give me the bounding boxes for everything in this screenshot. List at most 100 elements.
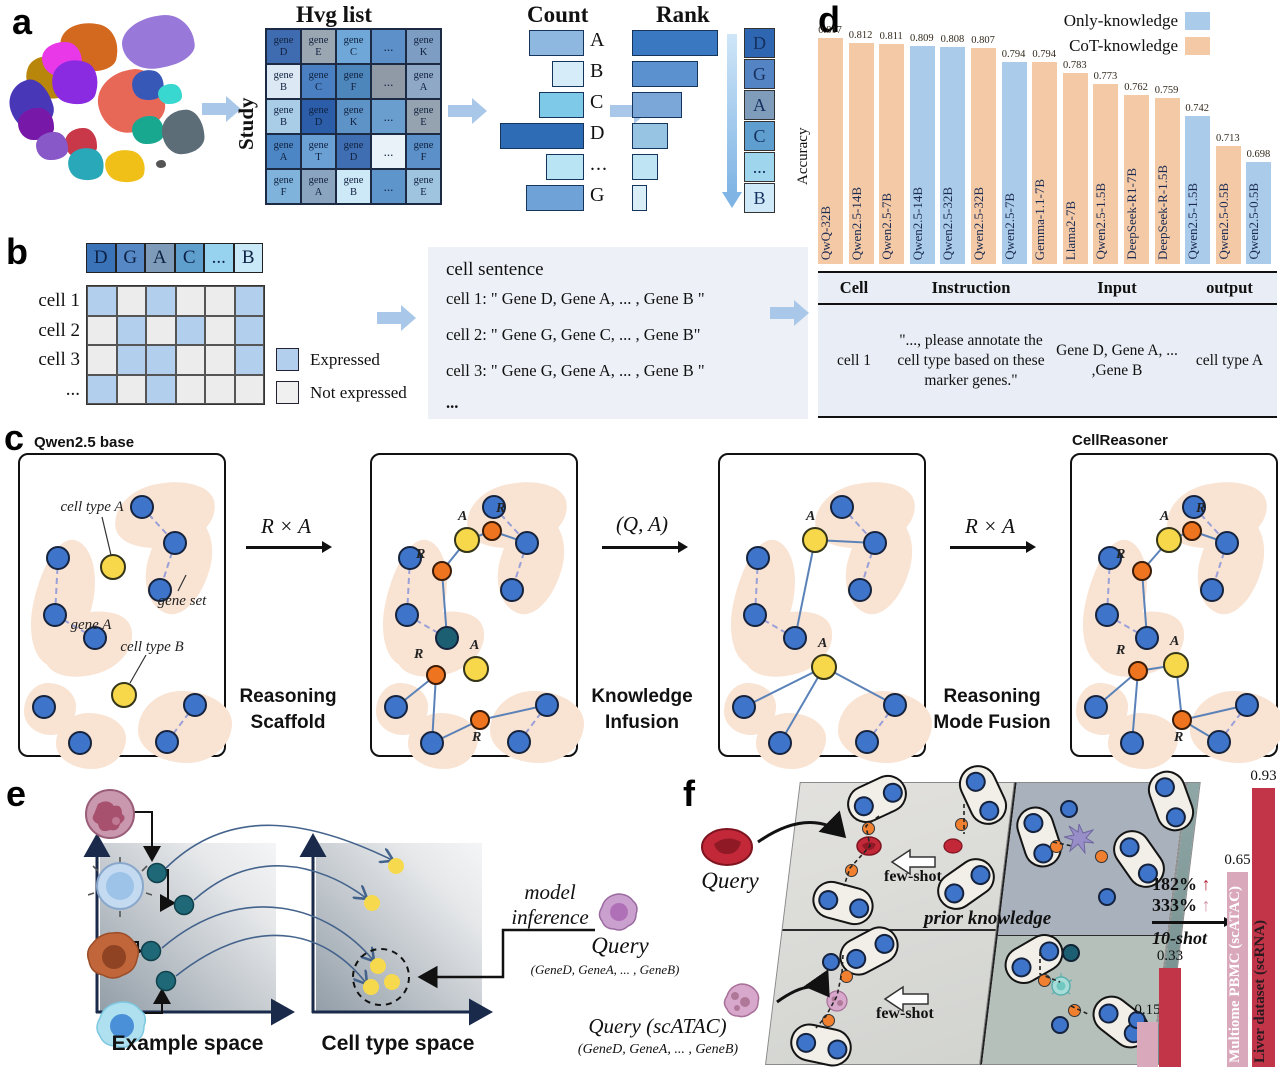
example-dot [146,862,168,884]
model-bar-Llama2-7B: 0.783 Llama2-7B [1062,14,1088,264]
gene-rank-header-cell: ... [204,243,234,273]
cell-type-b-node [111,682,137,708]
gene-node [163,531,187,555]
expression-cell [146,374,176,404]
cell-dot [1051,1016,1069,1034]
cyan-cell-icon [1049,973,1073,996]
hvg-gene-cell: ... [371,134,406,169]
model-bar-Qwen2.5-7B: 0.811 Qwen2.5-7B [879,14,905,264]
cell-type-node [1156,527,1182,553]
bar-value: 0.773 [1093,71,1118,82]
cell-row-label: cell 1 [38,290,80,311]
rank-bar [632,30,718,56]
expressed-swatch [276,348,299,371]
gene-node [500,578,524,602]
query-label: Query [591,933,649,958]
cell-sentence-line: cell 2: " Gene G, Gene C, ... , Gene B" [446,325,701,344]
gene-node [183,693,207,717]
gene-node [1215,531,1239,555]
bar-model-label: Qwen2.5-0.5B [1246,183,1262,260]
count-title: Count [527,2,589,27]
gene-node [768,731,792,755]
bar-value: 0.742 [1185,103,1209,114]
expression-cell [116,345,146,375]
cell-type-node [463,656,489,682]
gene-rank-header-cell: D [86,243,116,273]
gene-node [68,731,92,755]
rank-column: D G A C... B [744,28,775,214]
cell-type-a-node [100,554,126,580]
cell-sentence-line: cell 3: " Gene G, Gene A, ... , Gene B " [446,361,705,380]
instruction-table-row: cell 1 "..., please annotate the cell ty… [818,305,1277,417]
bar-value: 0.759 [1154,85,1179,96]
reasoning-node [1172,710,1192,730]
count-letter: G [590,184,605,206]
count-row: ... [494,152,624,183]
gene-node [83,626,107,650]
col-input: Input [1097,278,1137,297]
bar-model-label: Qwen2.5-7B [879,193,895,260]
hvg-gene-cell: gene F [406,134,441,169]
expression-cell [87,345,117,375]
bar-model-label: QwQ-32B [818,205,833,260]
gene-node [848,578,872,602]
umap-cluster [36,132,68,160]
gene-a-annot: gene A [70,617,112,633]
expression-cell [175,345,205,375]
gene-rank-header-cell: A [145,243,175,273]
reasoning-node-label: R [496,501,506,516]
model-bar-Gemma-1.1-7B: 0.794 Gemma-1.1-7B [1032,14,1058,264]
gene-node [420,731,444,755]
count-row: G [494,183,624,214]
legend-cot-knowledge-label: CoT-knowledge [1069,35,1178,55]
hvg-list-title: Hvg list [296,2,373,27]
bar-model-label: Llama2-7B [1062,200,1078,260]
panel-label-c: c [4,417,25,458]
hvg-gene-cell: gene F [336,64,371,99]
improvement-annotation: 182% ↑ 333% ↑ 10-shot [1152,874,1242,949]
bar-fill [1062,73,1088,264]
gene-node [46,546,70,570]
bar-value: 0.794 [1032,49,1056,60]
query-scatac-genes-label: (GeneD, GeneA, ... , GeneB) [577,1042,739,1057]
few-shot-bar-label: Liver dataset (scRNA) [1252,919,1268,1063]
rxa-label-1: R × A [261,514,311,538]
gene-node [507,730,531,754]
qa-label: (Q, A) [615,512,669,536]
rank-letter-cell: G [744,59,775,89]
expression-cell [116,315,146,345]
reasoning-node-label: R [1196,501,1206,516]
gene-node [1084,695,1108,719]
model-bar-DeepSeek-R-1.5B: 0.759 DeepSeek-R-1.5B [1154,14,1180,264]
expressed-label: Expressed [310,349,380,369]
reasoning-node-label: R [1116,643,1126,658]
rank-row [632,183,732,214]
expression-cell [234,374,264,404]
hvg-gene-cell: ... [371,99,406,134]
gene-node [130,495,154,519]
reasoning-node-label: R [1174,730,1184,745]
cellreasoner-title: CellReasoner [1072,432,1168,449]
hvg-gene-cell: gene D [336,134,371,169]
few-shot-bar-chart: 0.15 0.33 0.65 Multiome PBMC (scATAC) 0.93 Li… [1130,768,1280,1067]
gene-node [1235,693,1259,717]
few-shot-arrow-bottom [883,985,929,1013]
gene-node [398,546,422,570]
celltype-dot [364,895,380,911]
model-bar-Qwen2.5-1.5B: 0.742 Qwen2.5-1.5B [1185,14,1211,264]
bar-model-label: DeepSeek-R1-7B [1124,168,1139,260]
hvg-gene-cell: gene D [266,29,301,64]
expression-cell [205,315,235,345]
count-bar [500,123,584,149]
hvg-gene-cell: gene B [336,169,371,204]
gene-rank-header-cell: C [174,243,204,273]
gene-node [148,578,172,602]
model-bar-Qwen2.5-7B: 0.794 Qwen2.5-7B [1001,14,1027,264]
instruction-table: Cell Instruction Input output cell 1 "..… [818,271,1277,418]
rank-letter-cell: D [744,28,775,58]
anchor-dot [1095,850,1108,863]
legend-cot-knowledge: CoT-knowledge [1010,33,1210,58]
reasoning-scaffold-caption: Reasoning Scaffold [239,686,337,733]
hvg-gene-cell: gene F [266,169,301,204]
cell-sentence-box: cell sentence cell 1: " Gene D, Gene A, … [428,247,808,419]
